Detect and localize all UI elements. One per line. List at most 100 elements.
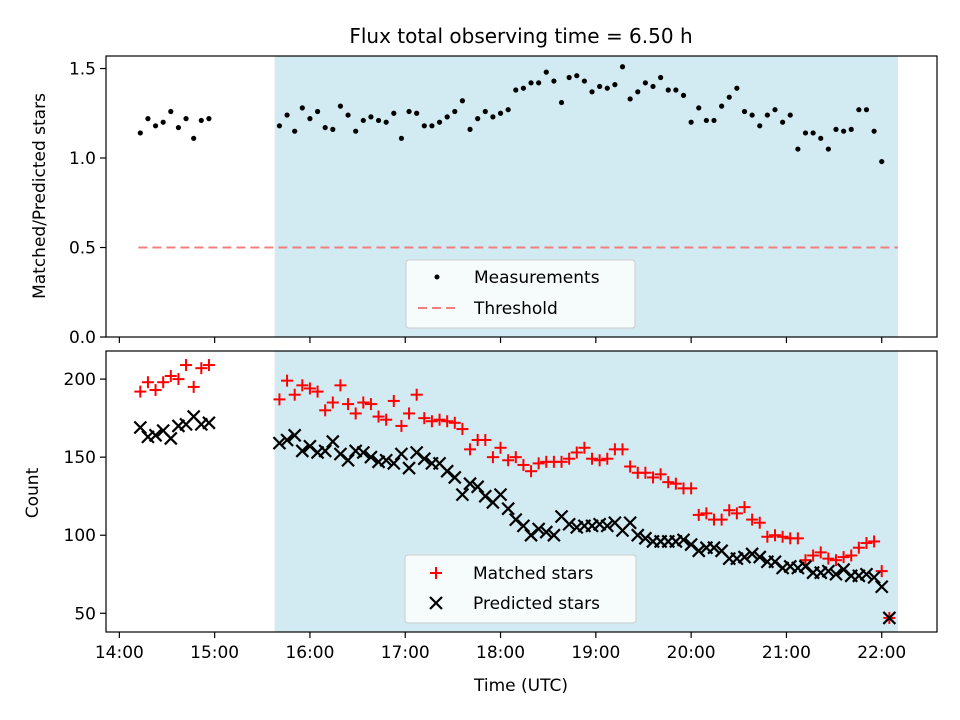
predicted-stars-point — [148, 428, 163, 443]
matched-stars-point — [639, 466, 652, 479]
predicted-stars-point — [638, 531, 653, 546]
matched-stars-point — [387, 394, 400, 407]
matched-stars-point — [555, 455, 568, 468]
predicted-stars-point — [547, 528, 561, 542]
top-panel: 0.0 0.5 1.0 1.5 Matched/Predicted stars Mea… — [30, 55, 938, 348]
predicted-stars-point — [867, 570, 881, 585]
top-y-axis-label: Matched/Predicted stars — [30, 93, 50, 299]
legend-threshold-label: Threshold — [473, 299, 558, 319]
matched-stars-point — [149, 384, 162, 397]
measurement-point — [406, 108, 412, 115]
top-x-ticks — [118, 337, 883, 343]
matched-stars-point — [311, 385, 324, 398]
measurement-point — [757, 123, 763, 129]
predicted-stars-point — [356, 445, 371, 460]
matched-stars-point — [829, 554, 842, 567]
measurement-point — [650, 83, 656, 90]
bottom-plot-frame — [105, 350, 938, 633]
measurement-point — [292, 128, 298, 134]
measurement-point — [619, 64, 626, 70]
measurement-point — [528, 80, 534, 86]
predicted-stars-point — [326, 434, 340, 449]
matched-stars-point — [654, 468, 667, 481]
matched-stars-point — [700, 507, 713, 520]
measurement-point — [353, 128, 359, 134]
measurement-point — [330, 126, 336, 132]
measurement-point — [795, 146, 801, 152]
predicted-stars-point — [821, 564, 836, 578]
bottom-panel: 50 100 150 200 14:00 15:00 16:00 17:00 18:00 19:… — [23, 350, 938, 696]
predicted-stars-point — [501, 501, 515, 516]
matched-stars-point — [410, 388, 423, 401]
measurement-point — [749, 112, 755, 118]
matched-stars-point — [349, 407, 362, 420]
measurement-point — [780, 119, 786, 125]
measurement-point — [475, 116, 481, 122]
measurement-point — [482, 108, 488, 115]
measurement-point — [551, 78, 557, 84]
measurement-point — [490, 114, 496, 120]
matched-stars-point — [157, 376, 170, 389]
matched-stars-point — [761, 530, 774, 543]
predicted-stars-point — [394, 447, 409, 461]
matched-stars-point — [441, 415, 454, 428]
measurement-point — [627, 96, 633, 102]
measurement-point — [726, 94, 732, 100]
measurement-point — [429, 123, 435, 129]
matched-stars-point — [730, 507, 743, 520]
matched-stars-point — [799, 554, 812, 567]
predicted-stars-point — [341, 453, 355, 468]
measurement-point — [772, 107, 778, 113]
measurement-point — [696, 105, 702, 111]
measurement-point — [581, 78, 587, 84]
measurement-point — [168, 108, 174, 115]
measurement-point — [368, 114, 374, 120]
measurement-point — [734, 85, 740, 91]
matched-stars-point — [273, 393, 286, 406]
matched-stars-point — [517, 458, 530, 471]
matched-stars-point — [479, 433, 492, 446]
measurement-point — [833, 126, 839, 132]
matched-stars-point — [418, 412, 431, 425]
measurement-point — [787, 112, 793, 118]
predicted-stars-point — [737, 550, 752, 564]
measurement-point — [574, 73, 580, 79]
predicted-stars-point — [417, 451, 432, 466]
predicted-stars-point — [402, 461, 416, 475]
predicted-stars-point — [859, 567, 874, 582]
matched-stars-point — [164, 369, 177, 382]
matched-stars-point — [281, 374, 294, 387]
matched-stars-point — [616, 443, 629, 456]
predicted-stars-point — [691, 544, 706, 558]
measurement-point — [175, 124, 182, 131]
measurement-point — [322, 124, 328, 131]
x-tick-label: 18:00 — [476, 643, 525, 663]
predicted-stars-point — [600, 519, 615, 533]
predicted-stars-point — [676, 533, 691, 547]
matched-stars-point — [662, 476, 675, 489]
matched-stars-point — [326, 396, 339, 409]
matched-stars-point — [180, 359, 193, 372]
predicted-stars-point — [318, 444, 332, 458]
matched-stars-point — [448, 416, 461, 429]
matched-stars-point — [141, 376, 154, 389]
measurement-point — [825, 146, 831, 152]
measurement-point — [658, 74, 664, 81]
measurement-point — [688, 119, 694, 125]
bottom-legend: Matched stars Predicted stars — [404, 554, 637, 624]
matched-stars-point — [753, 516, 766, 529]
measurement-point — [444, 114, 450, 120]
x-tick-label: 16:00 — [285, 643, 334, 663]
measurement-point — [741, 108, 748, 115]
matched-stars-point — [319, 404, 332, 417]
measurement-point — [436, 119, 443, 125]
matched-stars-point — [195, 362, 208, 375]
measurement-point — [703, 117, 709, 124]
legend-matched-marker — [430, 567, 442, 579]
predicted-stars-point — [539, 525, 554, 539]
matched-stars-point — [814, 546, 827, 559]
y-tick-label: 0.0 — [69, 328, 96, 348]
measurement-point — [673, 87, 679, 93]
measurement-point — [597, 83, 603, 90]
measurement-point — [398, 135, 405, 141]
